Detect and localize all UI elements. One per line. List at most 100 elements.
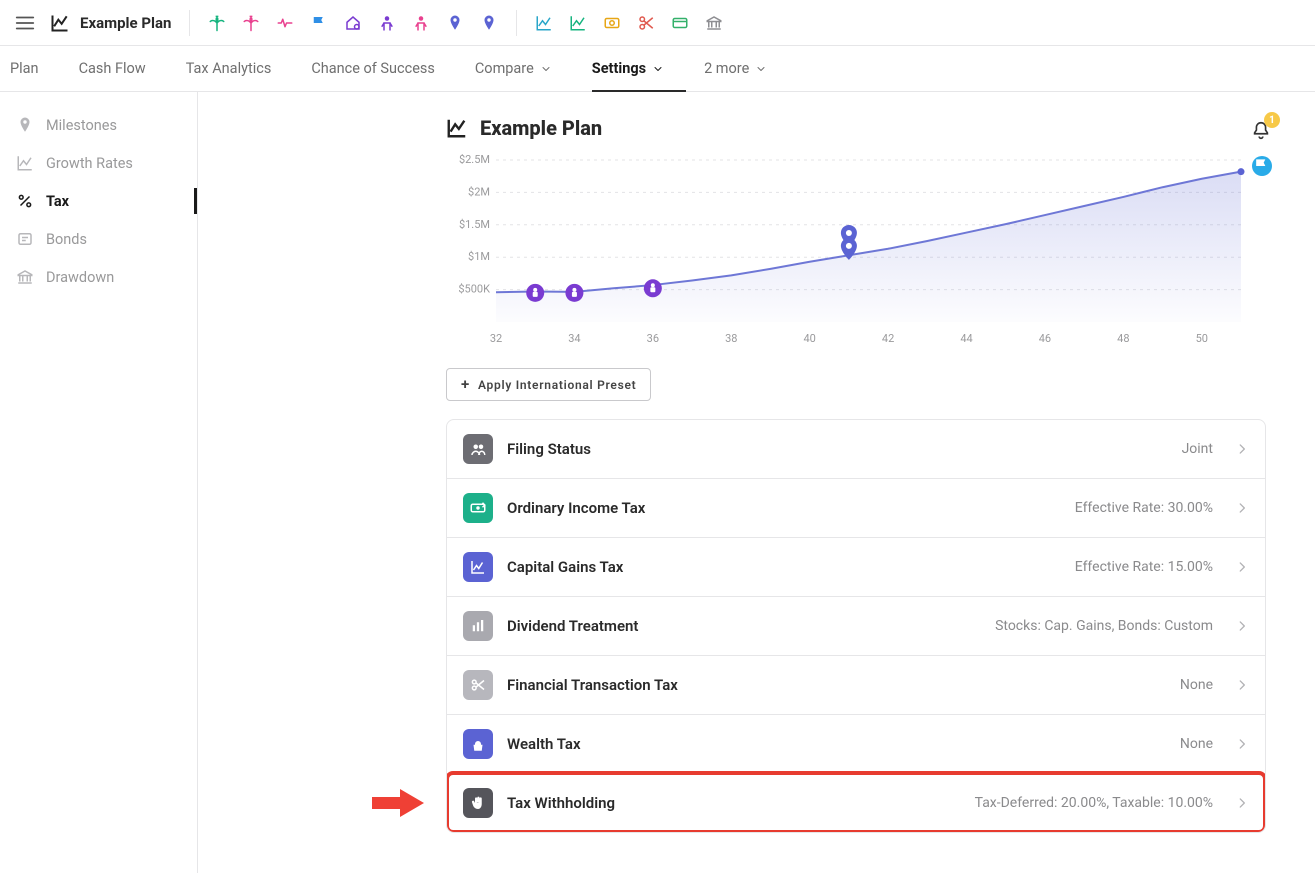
tab-label: Cash Flow [79,60,146,77]
money-icon [469,499,487,517]
chevron-right-icon [1235,678,1249,692]
person-icon-2-button[interactable] [412,14,430,32]
chart-icon [50,13,70,33]
row-chevron [1235,619,1249,633]
sidebar-item-milestones[interactable]: Milestones [0,106,197,144]
person-icon [378,14,396,32]
chart-up-icon [535,14,553,32]
tab-cash-flow[interactable]: Cash Flow [79,46,146,91]
chart-marker-person[interactable] [644,279,662,297]
highlight-arrow-icon [370,785,426,821]
svg-text:42: 42 [882,332,894,345]
divider [189,10,190,36]
tab-plan[interactable]: Plan [10,46,39,91]
svg-text:38: 38 [725,332,737,345]
tab-settings[interactable]: Settings [592,46,664,91]
row-icon [463,670,493,700]
money-icon-button[interactable] [603,14,621,32]
plan-name: Example Plan [80,14,171,32]
sidebar-item-tax[interactable]: Tax [0,182,197,220]
flag-icon-button[interactable] [310,14,328,32]
row-chevron [1235,442,1249,456]
chart-up-icon-2 [569,14,587,32]
row-chevron [1235,501,1249,515]
bank-icon-button[interactable] [705,14,723,32]
notifications-button[interactable]: 1 [1250,120,1272,142]
bank-icon [705,14,723,32]
divider [516,10,517,36]
scissors-icon [637,14,655,32]
settings-row-dividend-treatment[interactable]: Dividend TreatmentStocks: Cap. Gains, Bo… [447,596,1265,655]
row-value: Joint [1182,441,1213,457]
tab-compare[interactable]: Compare [475,46,552,91]
pin-icon-button[interactable] [446,14,464,32]
tab-chance-of-success[interactable]: Chance of Success [311,46,435,91]
row-chevron [1235,737,1249,751]
svg-text:$500K: $500K [458,283,490,296]
chart-marker-person[interactable] [526,284,544,302]
sidebar-item-drawdown[interactable]: Drawdown [0,258,197,296]
settings-row-tax-withholding[interactable]: Tax WithholdingTax-Deferred: 20.00%, Tax… [447,773,1265,832]
row-icon [463,611,493,641]
scissors-icon-button[interactable] [637,14,655,32]
row-chevron [1235,796,1249,810]
settings-row-ordinary-income-tax[interactable]: Ordinary Income Tax Effective Rate: 30.00… [447,478,1265,537]
settings-row-financial-transaction-tax[interactable]: Financial Transaction TaxNone [447,655,1265,714]
chevron-right-icon [1235,560,1249,574]
plan-chip[interactable]: Example Plan [50,13,171,33]
pin-icon [16,116,34,134]
row-chevron [1235,560,1249,574]
apply-preset-label: Apply International Preset [478,378,636,392]
settings-row-capital-gains-tax[interactable]: Capital Gains Tax Effective Rate: 15.00% [447,537,1265,596]
chevron-right-icon [1235,796,1249,810]
heartbeat-icon-button[interactable] [276,14,294,32]
home-icon-button[interactable] [344,14,362,32]
pin-icon [446,14,464,32]
bonds-icon [16,230,34,248]
svg-text:34: 34 [568,332,580,345]
drawdown-icon [16,268,34,286]
wealth-icon [469,735,487,753]
row-title: Wealth Tax [507,735,581,753]
menu-button[interactable] [14,12,36,34]
row-title: Ordinary Income Tax [507,499,645,517]
sidebar-item-growth-rates[interactable]: Growth Rates [0,144,197,182]
person-icon-button[interactable] [378,14,396,32]
tax-icon [16,192,34,210]
row-value: Effective Rate: 30.00% [1075,500,1213,516]
row-value: Stocks: Cap. Gains, Bonds: Custom [995,618,1213,634]
palm-icon-2-button[interactable] [242,14,260,32]
row-value: Effective Rate: 15.00% [1075,559,1213,575]
row-value: Tax-Deferred: 20.00%, Taxable: 10.00% [975,795,1213,811]
hamburger-icon [14,12,36,34]
chart-up-icon-button[interactable] [535,14,553,32]
growth-icon [16,154,34,172]
palm-icon-button[interactable] [208,14,226,32]
settings-row-wealth-tax[interactable]: Wealth TaxNone [447,714,1265,773]
pin-icon-2 [480,14,498,32]
apply-preset-button[interactable]: + Apply International Preset [446,368,651,401]
card-icon-button[interactable] [671,14,689,32]
chart-up-icon-2-button[interactable] [569,14,587,32]
settings-row-filing-status[interactable]: Filing StatusJoint [447,420,1265,478]
heartbeat-icon [276,14,294,32]
flag-icon [1252,155,1272,177]
row-title: Capital Gains Tax [507,558,623,576]
chart-end-dot [1238,168,1245,175]
chart-marker-home[interactable] [565,284,583,302]
row-icon [463,729,493,759]
svg-text:32: 32 [490,332,502,345]
sidebar-item-label: Milestones [46,117,117,134]
tab-2-more[interactable]: 2 more [704,46,767,91]
money-icon [603,14,621,32]
sidebar-item-bonds[interactable]: Bonds [0,220,197,258]
svg-text:44: 44 [960,332,972,345]
flag-bubble-button[interactable] [1252,156,1272,176]
hand-icon [469,794,487,812]
palm-icon [208,14,226,32]
tab-tax-analytics[interactable]: Tax Analytics [186,46,272,91]
svg-text:$1M: $1M [468,250,490,263]
row-value: None [1180,677,1213,693]
tab-label: Plan [10,60,39,77]
pin-icon-2-button[interactable] [480,14,498,32]
